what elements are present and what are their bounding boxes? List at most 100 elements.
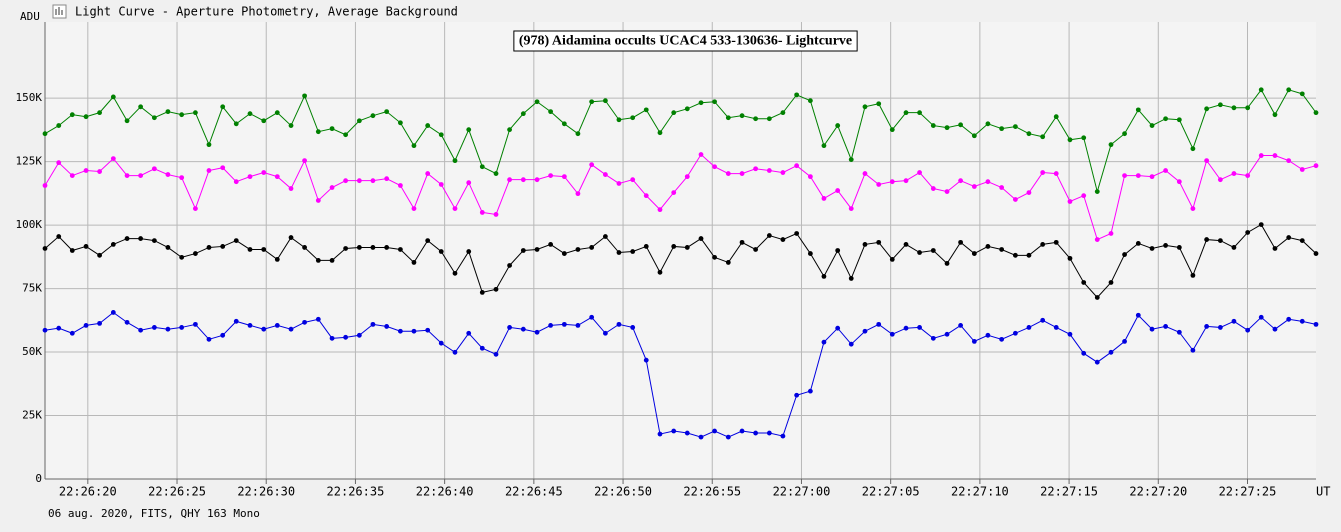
data-point xyxy=(42,183,48,188)
data-point xyxy=(1217,177,1223,183)
data-point xyxy=(329,126,335,132)
data-point xyxy=(507,263,512,268)
data-point xyxy=(1067,137,1073,143)
data-point xyxy=(985,332,991,338)
data-point xyxy=(356,245,362,250)
data-point xyxy=(1122,131,1127,137)
data-point xyxy=(83,322,89,328)
data-point xyxy=(438,182,444,187)
data-point xyxy=(329,335,335,341)
data-point xyxy=(493,286,499,292)
data-point xyxy=(725,434,731,440)
data-point xyxy=(1176,117,1182,123)
data-point xyxy=(862,328,868,334)
data-point xyxy=(411,328,417,334)
data-point xyxy=(835,325,841,331)
data-point xyxy=(179,254,185,260)
data-point xyxy=(698,100,704,106)
plot-area: 0 25K 50K 75K 100K 125K 150K 22:26:20 22:26:25 22… xyxy=(16,22,1319,499)
data-point xyxy=(712,254,717,260)
data-point xyxy=(684,174,690,180)
data-point xyxy=(479,289,485,295)
data-point xyxy=(917,250,922,255)
data-point xyxy=(343,246,349,251)
data-point xyxy=(835,123,841,128)
data-point xyxy=(643,244,649,249)
data-point xyxy=(261,118,267,124)
data-point xyxy=(124,319,130,325)
data-point xyxy=(165,109,171,115)
data-point xyxy=(1135,312,1141,318)
data-point xyxy=(397,120,403,126)
data-point xyxy=(247,174,253,180)
data-point xyxy=(397,183,403,188)
data-point xyxy=(589,162,595,168)
data-point xyxy=(903,110,909,116)
data-point xyxy=(1176,245,1182,250)
data-point xyxy=(520,177,526,183)
data-point xyxy=(1190,347,1196,353)
data-point xyxy=(766,430,772,436)
data-point xyxy=(1053,114,1059,120)
data-point xyxy=(739,428,745,434)
data-point xyxy=(247,322,253,328)
data-point xyxy=(247,111,253,117)
data-point xyxy=(165,172,171,177)
data-point xyxy=(1149,326,1155,332)
data-point xyxy=(1094,295,1100,300)
data-point xyxy=(69,330,75,336)
data-point xyxy=(220,244,226,249)
data-point xyxy=(1245,327,1251,333)
data-point xyxy=(1122,338,1127,344)
data-point xyxy=(274,110,280,116)
data-point xyxy=(671,190,677,196)
data-point xyxy=(315,129,321,135)
data-point xyxy=(1204,158,1210,164)
data-point xyxy=(493,351,499,357)
data-point xyxy=(985,121,991,127)
x-tick-label: 22:27:25 xyxy=(1219,485,1277,499)
data-point xyxy=(930,248,936,253)
data-point xyxy=(807,388,813,394)
y-tick-label: 75K xyxy=(22,282,42,295)
data-point xyxy=(671,428,677,434)
data-point xyxy=(507,177,512,183)
data-point xyxy=(1313,163,1319,169)
data-point xyxy=(657,269,663,275)
data-point xyxy=(1081,135,1087,141)
data-point xyxy=(493,212,499,217)
footer: 06 aug. 2020, FITS, QHY 163 Mono xyxy=(48,507,260,520)
data-point xyxy=(971,338,977,344)
x-tick-label: 22:26:20 xyxy=(59,485,117,499)
data-point xyxy=(370,245,376,250)
data-point xyxy=(561,174,567,180)
data-point xyxy=(766,233,772,238)
x-tick-label: 22:26:25 xyxy=(148,485,206,499)
data-point xyxy=(712,164,717,170)
data-point xyxy=(548,109,554,115)
chart-title: (978) Aidamina occults UCAC4 533-130636-… xyxy=(519,34,852,49)
y-tick-label: 150K xyxy=(16,91,43,104)
data-point xyxy=(930,186,936,191)
data-point xyxy=(302,158,307,164)
data-point xyxy=(151,115,157,121)
data-point xyxy=(206,142,212,148)
data-point xyxy=(671,244,677,249)
data-point xyxy=(917,170,922,175)
data-point xyxy=(876,182,882,187)
data-point xyxy=(507,127,512,133)
data-point xyxy=(753,116,759,122)
data-point xyxy=(315,198,321,203)
x-tick-label: 22:27:10 xyxy=(951,485,1009,499)
data-point xyxy=(1245,230,1251,235)
data-point xyxy=(561,121,567,127)
data-point xyxy=(1204,324,1210,329)
data-point xyxy=(110,156,116,161)
x-tick-label: 22:26:55 xyxy=(683,485,741,499)
data-point xyxy=(124,236,130,241)
data-point xyxy=(657,207,663,213)
data-point xyxy=(561,321,567,327)
data-point xyxy=(602,234,608,239)
data-point xyxy=(1163,243,1168,248)
data-point xyxy=(1299,167,1305,172)
